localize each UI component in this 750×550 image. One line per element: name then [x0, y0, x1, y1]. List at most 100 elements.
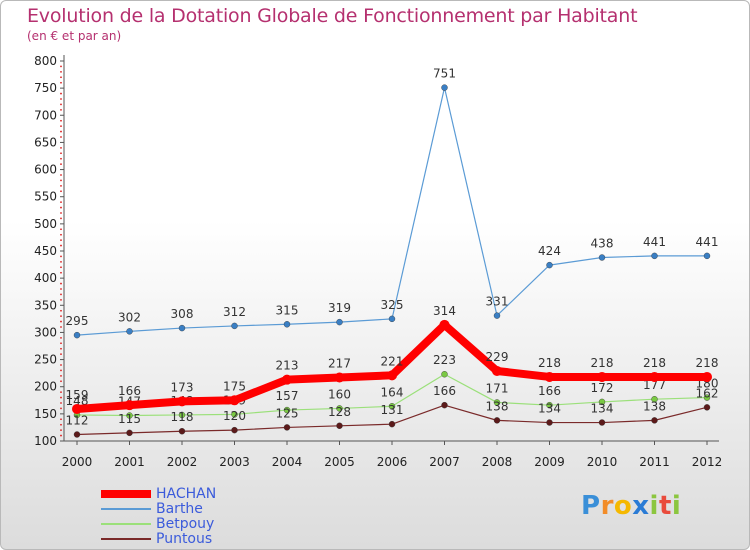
data-label-barthe: 441 [696, 235, 719, 249]
x-tick-label: 2005 [324, 455, 355, 469]
data-point-betpouy [703, 394, 711, 401]
y-minor-tick [60, 255, 62, 258]
legend-item-hachan: HACHAN [101, 486, 301, 502]
y-minor-tick [60, 260, 62, 263]
data-label-puntous: 120 [223, 409, 246, 423]
data-point-puntous [703, 404, 711, 411]
x-tick-label: 2012 [692, 455, 723, 469]
data-label-puntous: 112 [66, 413, 89, 427]
data-label-hachan: 218 [538, 356, 561, 370]
data-point-puntous [178, 428, 186, 435]
y-tick-label: 350 [34, 298, 57, 312]
data-label-hachan: 221 [381, 354, 404, 368]
data-label-betpouy: 166 [538, 384, 561, 398]
y-minor-tick [60, 418, 62, 421]
data-point-hachan [597, 371, 607, 382]
logo-letter: i [671, 491, 682, 521]
data-point-betpouy [178, 411, 186, 419]
data-label-puntous: 128 [328, 405, 351, 419]
data-label-barthe: 325 [381, 298, 404, 312]
data-label-barthe: 438 [591, 237, 614, 251]
y-minor-tick [60, 103, 62, 106]
y-minor-tick [60, 233, 62, 236]
data-point-barthe [126, 328, 133, 335]
data-label-puntous: 134 [538, 402, 561, 416]
data-label-hachan: 229 [486, 350, 509, 364]
x-tick-label: 2008 [482, 455, 513, 469]
data-label-puntous: 166 [433, 384, 456, 398]
y-minor-tick [60, 298, 62, 301]
data-point-barthe [73, 331, 81, 339]
x-tick-label: 2003 [219, 455, 250, 469]
y-minor-tick [60, 125, 62, 128]
data-point-betpouy [231, 411, 238, 418]
legend-label: HACHAN [156, 486, 217, 502]
logo-letter: P [581, 491, 601, 521]
logo-letter: o [613, 491, 633, 521]
chart-legend: HACHAN Barthe Betpouy Puntous [101, 486, 301, 547]
data-point-betpouy [493, 399, 501, 406]
data-point-betpouy [546, 401, 553, 409]
y-minor-tick [60, 81, 62, 84]
data-label-barthe: 441 [643, 235, 666, 249]
data-label-hachan: 159 [66, 388, 89, 402]
legend-swatch [101, 538, 151, 540]
y-minor-tick [60, 288, 62, 290]
y-minor-tick [60, 228, 62, 231]
x-tick-label: 2011 [639, 455, 670, 469]
y-minor-tick [60, 380, 62, 383]
logo-letter: x [632, 491, 650, 521]
x-tick-label: 2009 [534, 455, 565, 469]
y-minor-tick [60, 206, 62, 209]
data-point-puntous [388, 420, 396, 428]
y-minor-tick [60, 353, 62, 356]
y-minor-tick [60, 244, 62, 247]
y-minor-tick [60, 342, 62, 345]
y-minor-tick [60, 293, 62, 296]
proxiti-logo: Proxiti [581, 491, 681, 521]
y-minor-tick [60, 423, 62, 426]
data-label-hachan: 218 [643, 356, 666, 370]
y-tick-label: 250 [34, 353, 57, 367]
y-minor-tick [60, 76, 62, 79]
data-point-betpouy [651, 396, 658, 403]
data-label-hachan: 218 [696, 356, 719, 370]
data-point-barthe [231, 322, 238, 330]
data-label-hachan: 314 [433, 304, 456, 318]
y-minor-tick [60, 271, 62, 274]
data-point-betpouy [126, 412, 133, 419]
data-point-hachan [649, 371, 660, 382]
data-label-puntous: 138 [643, 399, 666, 413]
data-label-barthe: 751 [433, 67, 456, 81]
data-point-hachan [702, 371, 712, 382]
data-label-betpouy: 172 [591, 381, 614, 395]
x-tick-label: 2010 [587, 455, 618, 469]
data-label-hachan: 217 [328, 356, 351, 370]
data-label-barthe: 331 [486, 295, 509, 309]
y-minor-tick [60, 364, 62, 366]
legend-swatch [101, 490, 151, 498]
data-point-hachan [177, 396, 187, 407]
y-minor-tick [60, 336, 62, 339]
data-label-puntous: 162 [696, 386, 719, 400]
y-minor-tick [60, 146, 62, 149]
y-minor-tick [60, 179, 62, 182]
data-point-barthe [178, 324, 186, 332]
data-point-betpouy [283, 406, 291, 414]
y-tick-label: 700 [34, 108, 57, 122]
data-label-puntous: 125 [276, 406, 299, 420]
data-point-puntous [73, 431, 81, 438]
y-minor-tick [60, 374, 62, 377]
y-minor-tick [60, 174, 62, 176]
data-point-hachan [492, 365, 502, 376]
legend-item-puntous: Puntous [101, 531, 301, 547]
data-point-barthe [598, 254, 606, 261]
data-label-barthe: 295 [66, 314, 89, 328]
data-point-hachan [229, 395, 240, 406]
y-minor-tick [60, 326, 62, 328]
y-minor-tick [60, 136, 62, 138]
data-label-betpouy: 148 [66, 394, 89, 408]
y-minor-tick [60, 98, 62, 100]
